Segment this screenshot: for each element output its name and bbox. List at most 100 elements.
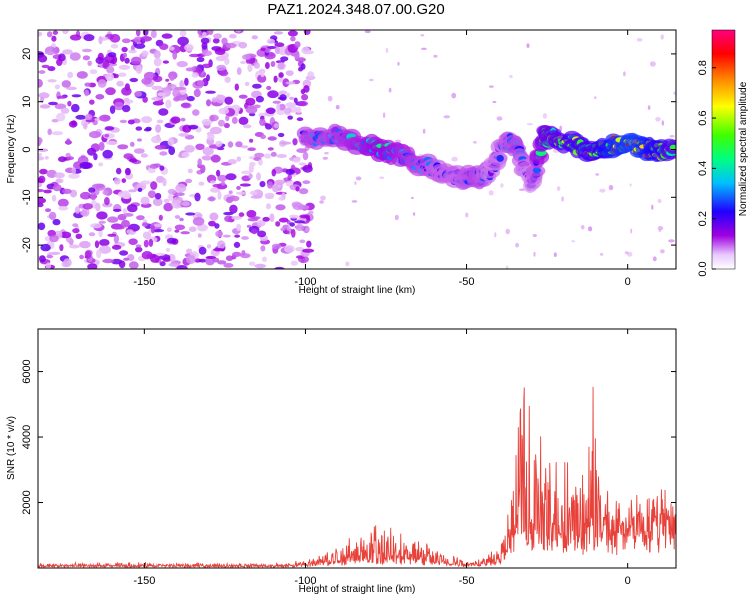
noise-blob (205, 90, 216, 94)
noise-blob (274, 46, 280, 55)
noise-blob (283, 107, 292, 114)
noise-blob (289, 96, 295, 100)
noise-blob (231, 116, 238, 124)
noise-blob (152, 86, 160, 91)
snr-frame (37, 328, 677, 569)
noise-blob (121, 38, 131, 44)
noise-blob (60, 107, 70, 114)
noise-blob (72, 223, 79, 228)
noise-blob (39, 168, 48, 175)
y-tick-label: 10 (21, 96, 33, 108)
colorbar-tick-label: 0.2 (697, 211, 709, 226)
noise-blob (168, 146, 176, 156)
noise-blob (130, 141, 135, 147)
noise-blob (197, 233, 202, 238)
y-tick-label: 0 (21, 146, 33, 152)
noise-blob (167, 227, 172, 232)
noise-blob (162, 60, 169, 64)
noise-blob (128, 261, 139, 269)
noise-blob (185, 67, 196, 72)
noise-blob (96, 249, 102, 259)
noise-blob (277, 132, 285, 138)
noise-blob (98, 141, 105, 151)
faint-blob (624, 251, 629, 255)
noise-blob (302, 180, 311, 185)
noise-blob (275, 221, 281, 227)
faint-blob (355, 176, 362, 181)
noise-blob (168, 193, 174, 201)
noise-blob (222, 234, 231, 238)
noise-blob (255, 95, 264, 103)
faint-blob (608, 184, 614, 191)
noise-blob (247, 63, 253, 73)
noise-blob (122, 105, 131, 113)
noise-blob (67, 100, 72, 107)
noise-blob (87, 263, 98, 269)
noise-blob (239, 183, 251, 187)
noise-blob (218, 107, 230, 115)
noise-blob (128, 189, 137, 193)
faint-blob (327, 95, 333, 102)
noise-blob (170, 116, 181, 124)
faint-blob (526, 123, 534, 126)
noise-blob (150, 181, 158, 190)
x-tick-label: -100 (294, 575, 316, 587)
noise-blob (119, 250, 129, 256)
noise-blob (192, 109, 200, 116)
noise-blob (242, 54, 251, 60)
noise-blob (67, 156, 74, 161)
noise-blob (212, 183, 222, 188)
noise-blob (244, 81, 250, 87)
noise-blob (221, 37, 228, 45)
noise-blob (39, 255, 46, 263)
noise-blob (295, 223, 304, 232)
noise-blob (181, 151, 190, 158)
noise-blob (272, 100, 281, 104)
noise-blob (224, 76, 231, 83)
noise-blob (52, 30, 59, 35)
noise-blob (38, 152, 43, 157)
faint-blob (411, 196, 414, 200)
noise-blob (260, 245, 266, 252)
noise-blob (38, 137, 42, 146)
faint-blob (382, 112, 386, 119)
noise-blob (156, 175, 165, 183)
noise-blob (159, 261, 166, 267)
noise-blob (198, 181, 205, 186)
noise-blob (248, 173, 253, 179)
noise-blob (153, 50, 161, 59)
noise-blob (102, 190, 109, 195)
noise-blob (88, 232, 96, 237)
noise-blob (248, 261, 256, 266)
snr-background (38, 329, 676, 568)
noise-blob (121, 87, 132, 96)
noise-blob (75, 114, 86, 120)
faint-blob (413, 212, 416, 216)
noise-blob (223, 263, 234, 268)
noise-blob (188, 226, 197, 232)
spectrogram-xlabel: Height of straight line (km) (299, 285, 416, 296)
noise-blob (49, 235, 59, 243)
noise-blob (278, 72, 284, 78)
noise-blob (99, 114, 111, 122)
noise-blob (99, 239, 110, 247)
noise-blob (246, 210, 257, 218)
noise-blob (85, 113, 93, 121)
noise-blob (82, 203, 94, 210)
noise-blob (46, 31, 53, 38)
noise-blob (155, 124, 162, 133)
noise-blob (60, 231, 72, 239)
faint-blob (526, 43, 530, 48)
faint-blob (647, 105, 651, 110)
noise-blob (274, 266, 285, 269)
noise-blob (154, 192, 162, 200)
faint-blob (669, 135, 675, 138)
noise-blob (224, 57, 230, 66)
noise-blob (217, 174, 228, 182)
noise-blob (124, 57, 130, 64)
noise-blob (104, 134, 110, 138)
noise-blob (294, 41, 301, 48)
noise-blob (296, 148, 308, 154)
noise-blob (258, 112, 267, 118)
noise-blob (236, 223, 242, 232)
